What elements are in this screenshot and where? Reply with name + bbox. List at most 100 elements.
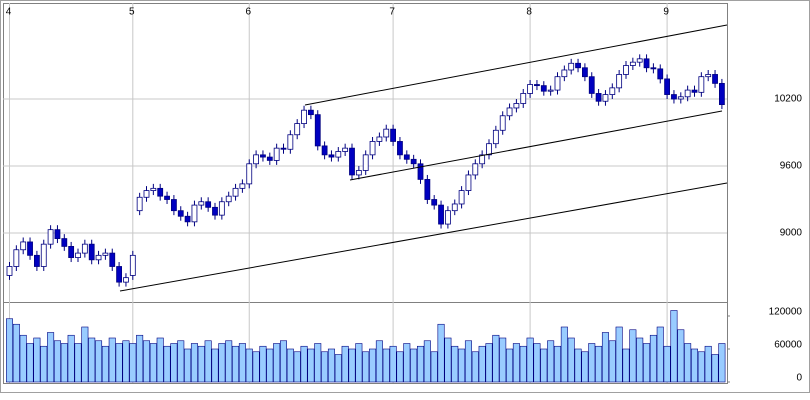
candle-body [438,204,444,225]
candle-body [40,243,47,267]
volume-bar [608,340,616,383]
candle-body [321,145,328,156]
candle-body [280,147,287,150]
trend-lines [119,24,728,292]
y-tick-label: 9000 [780,228,803,239]
volume-bar [136,334,144,383]
volume-bar [485,343,493,383]
volume-bar [697,351,705,383]
volume-bar [595,345,603,383]
volume-bar [218,343,226,383]
candle-body [417,163,424,180]
volume-bar [252,351,260,383]
volume-bar [437,323,445,383]
candle-body [6,266,13,276]
candle-body [34,254,40,267]
candle-body [266,156,273,161]
candle-body [81,243,88,254]
candle-body [116,266,122,283]
volume-bar [341,345,349,383]
volume-bar [581,351,589,383]
volume-bar [33,337,41,383]
volume-bar [588,343,596,383]
volume-bar [266,348,274,383]
volume-bar [149,343,157,383]
volume-bar [88,337,96,383]
candle-body [349,147,355,176]
volume-bar [430,351,438,383]
candle-body [582,67,588,78]
candle-body [595,93,602,102]
volume-bar [670,310,678,383]
candle-body [664,78,670,95]
candle-body [47,229,54,245]
volume-bar [636,337,644,383]
candle-body [554,76,561,91]
candle-body [534,84,540,87]
candle-body [301,109,307,124]
candle-body [129,254,136,276]
candle-body [616,74,623,89]
candle-body [575,62,581,69]
candle-body [136,196,143,212]
candle-body [390,128,397,142]
candle-body [671,94,677,100]
candle-body [691,89,698,93]
candle-body [75,252,81,258]
candle-body [513,103,520,109]
candle-body [164,195,170,200]
volume-bar [122,340,130,383]
candle-body [424,179,431,200]
volume-bar [40,345,48,383]
candle-body [177,210,184,217]
candle-body [506,107,513,117]
candle-body [684,89,691,98]
candle-body [335,151,342,158]
candle-body [657,68,664,80]
candle-body [218,201,225,216]
volume-bar [547,340,555,383]
volume-bar [478,345,486,383]
trend-line [304,24,728,106]
volume-bar [163,345,171,383]
volume-bar [369,348,377,383]
volume-bar [471,351,479,383]
candle-body [232,187,239,197]
volume-bar [519,345,527,383]
volume-bar [526,337,534,383]
volume-bar [6,318,14,383]
candle-body [150,187,157,191]
volume-bar [451,345,459,383]
candle-body [540,85,547,92]
volume-bar [300,345,308,383]
candle-body [397,141,403,156]
volume-bar [225,340,233,383]
candle-body [109,252,116,267]
volume-bar [348,348,356,383]
candle-body [143,190,150,198]
volume-bar [615,326,623,383]
volume-bar [553,345,561,383]
volume-bar [245,348,253,383]
candle-body [458,190,465,205]
candle-body [260,154,266,158]
volume-bar [156,337,164,383]
volume-bar [362,351,370,383]
volume-bar [143,340,151,383]
volume-bar [177,340,185,383]
volume-bar [355,343,363,383]
candle-body [342,147,349,152]
volume-bar [690,348,698,383]
candle-body [636,58,643,63]
volume-bar [232,345,240,383]
volume-bar [259,345,267,383]
volume-bar [389,345,397,383]
candle-body [170,199,177,212]
volume-bar [95,340,103,383]
volume-bar [444,337,452,383]
candle-body [609,87,616,95]
volume-bar [314,343,322,383]
plot-frame [3,3,728,384]
volume-bar [416,345,424,383]
volume-bar [540,348,548,383]
